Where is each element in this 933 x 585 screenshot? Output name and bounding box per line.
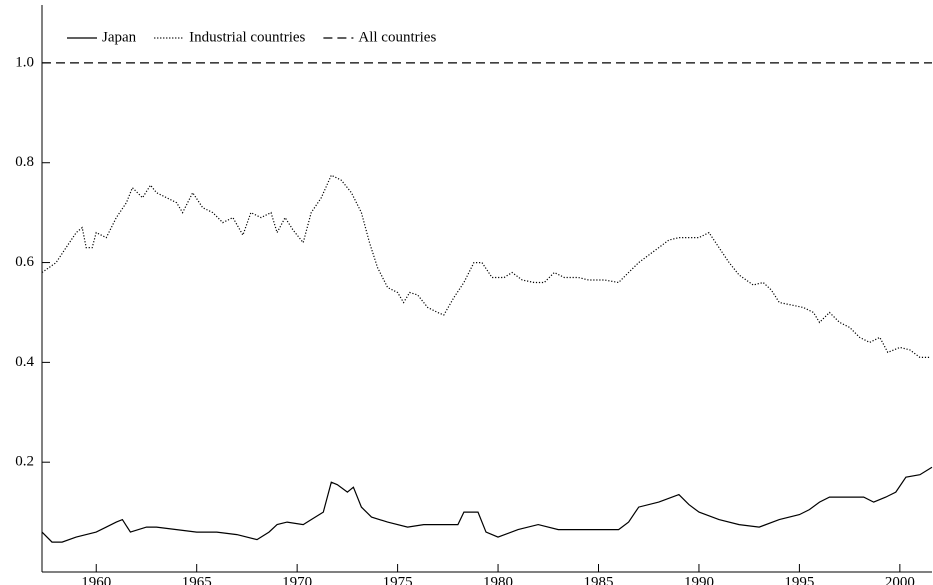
series-line bbox=[41, 174, 930, 358]
series-line bbox=[41, 466, 933, 543]
legend-label: All countries bbox=[358, 29, 436, 45]
x-tick-label: 1970 bbox=[282, 575, 312, 585]
y-tick-label: 0.4 bbox=[15, 354, 34, 370]
x-tick-label: 1975 bbox=[383, 575, 413, 585]
x-tick-label: 1960 bbox=[81, 575, 111, 585]
x-tick-label: 1985 bbox=[584, 575, 614, 585]
y-tick-label: 0.6 bbox=[15, 254, 34, 270]
x-tick-label: 1995 bbox=[784, 575, 814, 585]
x-tick-label: 1990 bbox=[684, 575, 714, 585]
x-tick-label: 1980 bbox=[483, 575, 513, 585]
y-tick-label: 0.2 bbox=[15, 454, 34, 470]
y-tick-label: 1.0 bbox=[15, 54, 34, 70]
x-tick-label: 2000 bbox=[885, 575, 915, 585]
legend-label: Industrial countries bbox=[189, 29, 305, 45]
x-tick-label: 1965 bbox=[182, 575, 212, 585]
legend-label: Japan bbox=[102, 29, 137, 45]
y-tick-label: 0.8 bbox=[15, 154, 34, 170]
